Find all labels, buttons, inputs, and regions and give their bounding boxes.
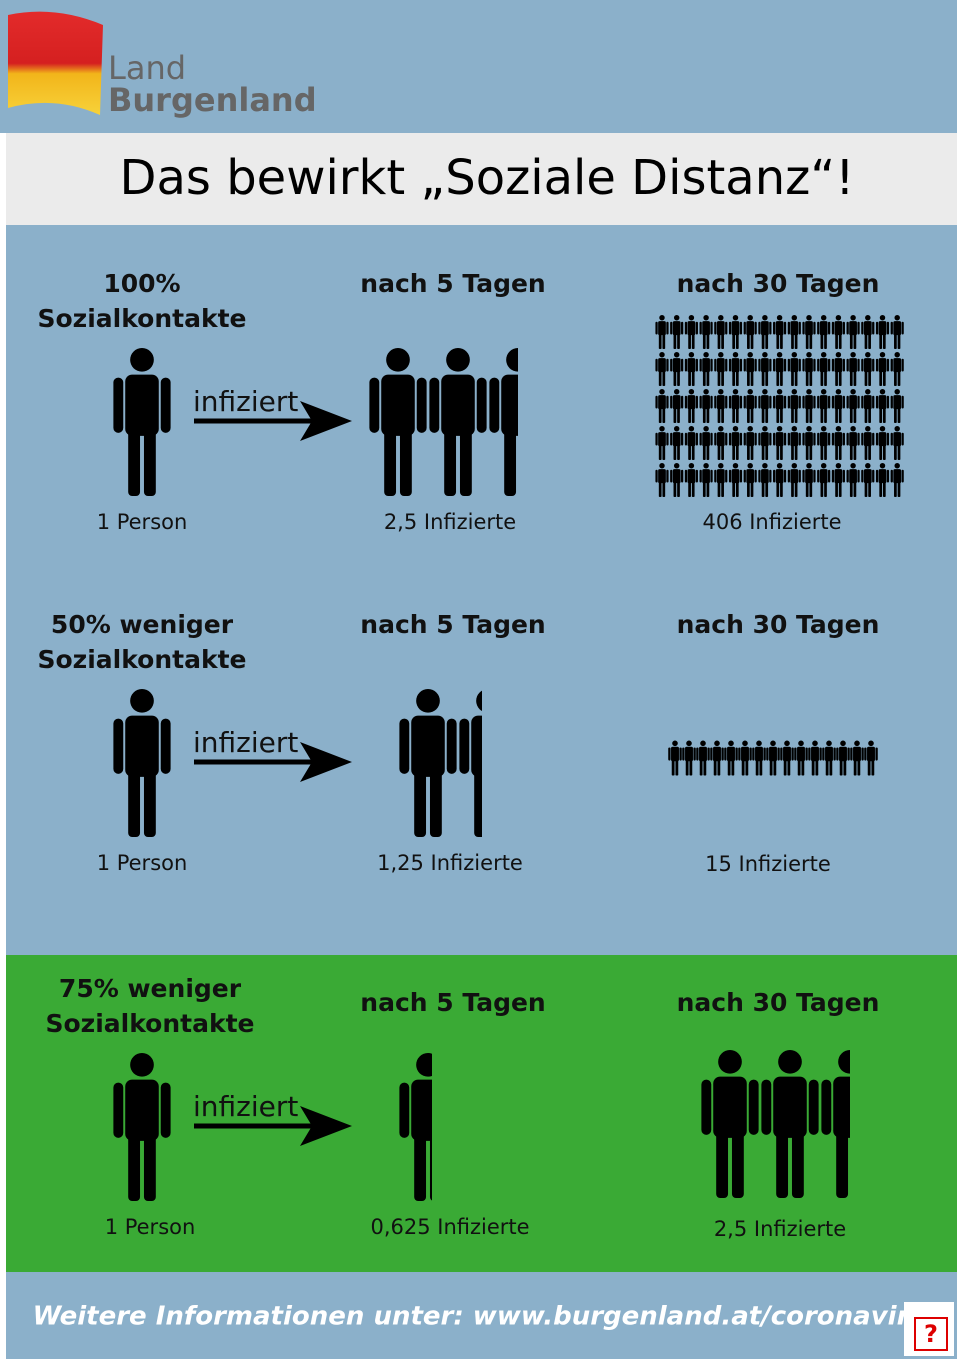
title: Das bewirkt „Soziale Distanz“! [120,150,855,206]
contacts-heading: Sozialkontakte [45,1009,254,1038]
title-band [6,133,957,225]
logo-line: Land [108,49,186,87]
contacts-heading: 50% weniger [51,610,234,639]
contacts-heading: 75% weniger [59,974,242,1003]
flag [8,11,103,116]
day5-heading: nach 5 Tagen [360,269,545,298]
arrow-head [300,1106,352,1146]
day30-label: 15 Infizierte [705,852,831,876]
day30-heading: nach 30 Tagen [677,269,880,298]
day5-heading: nach 5 Tagen [360,988,545,1017]
day30-label: 406 Infizierte [702,510,841,534]
day30-label: 2,5 Infizierte [714,1217,846,1241]
logo-line: Burgenland [108,81,317,119]
arrow-label: infiziert [193,726,298,759]
footer-bg [6,1272,957,1359]
source-label: 1 Person [97,851,188,875]
arrow-label: infiziert [193,385,298,418]
day5-label: 1,25 Infizierte [377,851,523,875]
arrow-head [300,401,352,441]
contacts-heading: Sozialkontakte [37,645,246,674]
contacts-heading: Sozialkontakte [37,304,246,333]
day5-label: 0,625 Infizierte [370,1215,529,1239]
arrow-label: infiziert [193,1090,298,1123]
contacts-heading: 100% [103,269,180,298]
day5-label: 2,5 Infizierte [384,510,516,534]
rows-bg [6,225,957,955]
source-label: 1 Person [105,1215,196,1239]
header-bg [0,0,957,133]
day30-heading: nach 30 Tagen [677,988,880,1017]
arrow-head [300,742,352,782]
help-frame[interactable] [914,1317,948,1351]
source-label: 1 Person [97,510,188,534]
day30-heading: nach 30 Tagen [677,610,880,639]
help-box[interactable] [904,1302,954,1356]
footer-text: Weitere Informationen unter: www.burgenl… [33,1302,944,1332]
help-icon[interactable]: ? [924,1320,938,1348]
day5-heading: nach 5 Tagen [360,610,545,639]
